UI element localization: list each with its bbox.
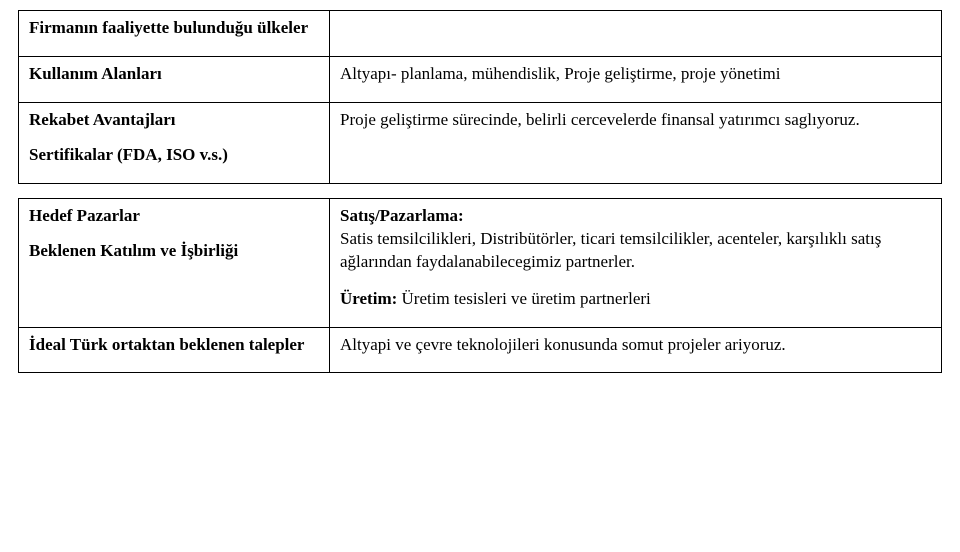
- table-row: Hedef Pazarlar Beklenen Katılım ve İşbir…: [19, 198, 942, 327]
- value-sales: Satis temsilcilikleri, Distribütörler, t…: [340, 229, 881, 271]
- cell-value: Satış/Pazarlama: Satis temsilcilikleri, …: [330, 198, 942, 327]
- label-cooperation: Beklenen Katılım ve İşbirliği: [29, 241, 238, 260]
- value-advantage: Proje geliştirme sürecinde, belirli cerc…: [340, 110, 860, 129]
- table-row: Rekabet Avantajları Sertifikalar (FDA, I…: [19, 102, 942, 183]
- value-usage: Altyapı- planlama, mühendislik, Proje ge…: [340, 64, 781, 83]
- value-production: Üretim tesisleri ve üretim partnerleri: [397, 289, 651, 308]
- cell-label: Hedef Pazarlar Beklenen Katılım ve İşbir…: [19, 198, 330, 327]
- table-row: Kullanım Alanları Altyapı- planlama, müh…: [19, 56, 942, 102]
- heading-sales: Satış/Pazarlama:: [340, 206, 464, 225]
- label-advantage: Rekabet Avantajları: [29, 110, 176, 129]
- heading-production: Üretim:: [340, 289, 397, 308]
- cell-label: Kullanım Alanları: [19, 56, 330, 102]
- label-partner: İdeal Türk ortaktan beklenen talepler: [29, 335, 304, 354]
- value-partner: Altyapi ve çevre teknolojileri konusunda…: [340, 335, 786, 354]
- cell-value: Proje geliştirme sürecinde, belirli cerc…: [330, 102, 942, 183]
- label-usage: Kullanım Alanları: [29, 64, 162, 83]
- cell-label: İdeal Türk ortaktan beklenen talepler: [19, 327, 330, 373]
- label-target-markets: Hedef Pazarlar: [29, 206, 140, 225]
- cell-value: Altyapı- planlama, mühendislik, Proje ge…: [330, 56, 942, 102]
- cell-label: Rekabet Avantajları Sertifikalar (FDA, I…: [19, 102, 330, 183]
- document-page: Firmanın faaliyette bulunduğu ülkeler Ku…: [0, 0, 960, 383]
- info-table: Firmanın faaliyette bulunduğu ülkeler Ku…: [18, 10, 942, 373]
- table-row: İdeal Türk ortaktan beklenen talepler Al…: [19, 327, 942, 373]
- label-countries: Firmanın faaliyette bulunduğu ülkeler: [29, 18, 308, 37]
- spacer-row: [19, 183, 942, 198]
- table-row: Firmanın faaliyette bulunduğu ülkeler: [19, 11, 942, 57]
- label-certifications: Sertifikalar (FDA, ISO v.s.): [29, 145, 228, 164]
- cell-label: Firmanın faaliyette bulunduğu ülkeler: [19, 11, 330, 57]
- cell-value: Altyapi ve çevre teknolojileri konusunda…: [330, 327, 942, 373]
- cell-value: [330, 11, 942, 57]
